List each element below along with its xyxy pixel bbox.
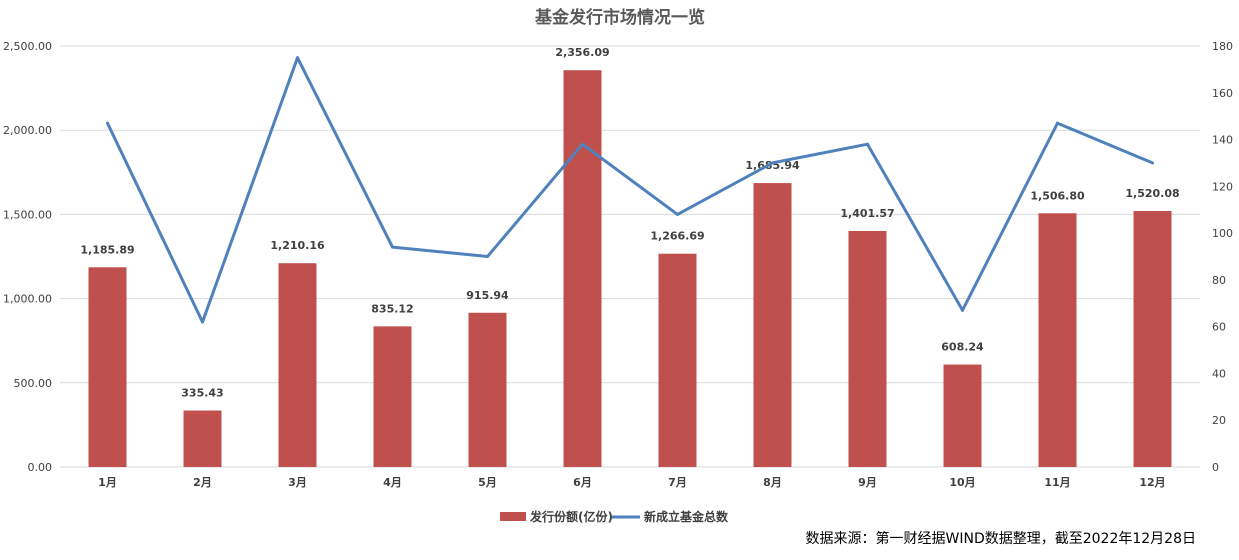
line-point [771, 161, 774, 165]
bar-data-labels: 1,185.89 335.43 1,210.16 835.12 915.94 2,356.… [80, 46, 1179, 399]
x-axis-category-label: 3月 [288, 476, 307, 489]
x-axis-category-label: 1月 [98, 476, 117, 489]
bar [468, 312, 507, 467]
bar-data-label: 1,520.08 [1125, 187, 1179, 200]
line-point [106, 121, 109, 125]
x-axis-category-label: 10月 [949, 476, 975, 489]
line-point [296, 56, 299, 60]
chart-title: 基金发行市场情况一览 [534, 7, 705, 28]
line-point [391, 245, 394, 249]
line-point [676, 212, 679, 216]
x-axis-category-label: 6月 [573, 476, 592, 489]
bar-data-label: 1,401.57 [840, 207, 894, 220]
right-axis-tick-label: 100 [1212, 227, 1233, 240]
bar-series [88, 70, 1172, 468]
left-axis-tick-label: 0.00 [28, 461, 53, 474]
bar-data-label: 1,266.69 [650, 230, 704, 243]
x-axis-category-label: 4月 [383, 476, 402, 489]
bar-data-label: 1,210.16 [270, 239, 325, 252]
x-axis-category-label: 2月 [193, 476, 212, 489]
right-axis-tick-label: 120 [1212, 180, 1233, 193]
bar [1133, 211, 1172, 467]
x-axis-category-label: 8月 [763, 476, 782, 489]
x-axis-category-label: 9月 [858, 476, 877, 489]
x-axis-labels: 1月 2月 3月 4月 5月 6月 7月 8月 9月 10月 11月 12月 [98, 476, 1165, 489]
right-axis-tick-label: 80 [1212, 274, 1226, 287]
left-axis-tick-label: 500.00 [14, 377, 53, 390]
bar [563, 70, 602, 468]
right-axis-tick-label: 20 [1212, 414, 1226, 427]
bar [1038, 213, 1077, 467]
x-axis-category-label: 7月 [668, 476, 687, 489]
bar-data-label: 1,185.89 [80, 243, 134, 256]
bar [658, 253, 697, 467]
bar [183, 410, 222, 467]
bar-data-label: 835.12 [371, 302, 413, 315]
bar [278, 263, 317, 467]
series-line [106, 56, 1154, 324]
legend-label-line: 新成立基金总数 [644, 509, 729, 524]
x-axis-category-label: 12月 [1139, 476, 1165, 489]
legend: 发行份额(亿份) 新成立基金总数 [500, 509, 729, 524]
bar-data-label: 1,685.94 [745, 159, 800, 172]
bar-data-label: 335.43 [181, 387, 223, 400]
bar [943, 364, 982, 467]
bar-data-label: 2,356.09 [555, 46, 609, 59]
x-axis-category-label: 5月 [478, 476, 497, 489]
line-point [961, 308, 964, 312]
line-point [581, 142, 584, 146]
bar-data-label: 608.24 [941, 341, 984, 354]
legend-label-bars: 发行份额(亿份) [529, 509, 613, 524]
left-axis-ticks: 0.00 500.00 1,000.00 1,500.00 2,000.00 2,500.… [3, 40, 52, 474]
legend-swatch-bars [500, 512, 526, 521]
left-axis-tick-label: 2,000.00 [3, 124, 52, 137]
bar [373, 326, 412, 467]
line-point [1151, 161, 1154, 165]
right-axis-tick-label: 60 [1212, 321, 1226, 334]
left-axis-tick-label: 2,500.00 [3, 40, 52, 53]
right-axis-tick-label: 140 [1212, 134, 1233, 147]
left-axis-tick-label: 1,500.00 [3, 208, 52, 221]
bar [88, 267, 127, 467]
line-point [1056, 121, 1059, 125]
right-axis-tick-label: 180 [1212, 40, 1233, 53]
right-axis-ticks: 0 20 40 60 80 100 120 140 160 180 [1212, 40, 1233, 474]
line-point [201, 320, 204, 324]
line-point [486, 255, 489, 258]
bar [753, 183, 792, 467]
line-series [106, 56, 1154, 324]
gridlines [60, 45, 1200, 468]
bar [848, 230, 887, 467]
bar-data-label: 1,506.80 [1030, 189, 1085, 202]
left-axis-tick-label: 1,000.00 [3, 293, 52, 306]
bar-data-label: 915.94 [466, 289, 509, 302]
right-axis-tick-label: 0 [1212, 461, 1219, 474]
source-note: 数据来源：第一财经据WIND数据整理，截至2022年12月28日 [806, 530, 1196, 547]
line-point [866, 142, 869, 146]
right-axis-tick-label: 160 [1212, 87, 1233, 100]
right-axis-tick-label: 40 [1212, 367, 1226, 380]
x-axis-category-label: 11月 [1044, 476, 1070, 489]
